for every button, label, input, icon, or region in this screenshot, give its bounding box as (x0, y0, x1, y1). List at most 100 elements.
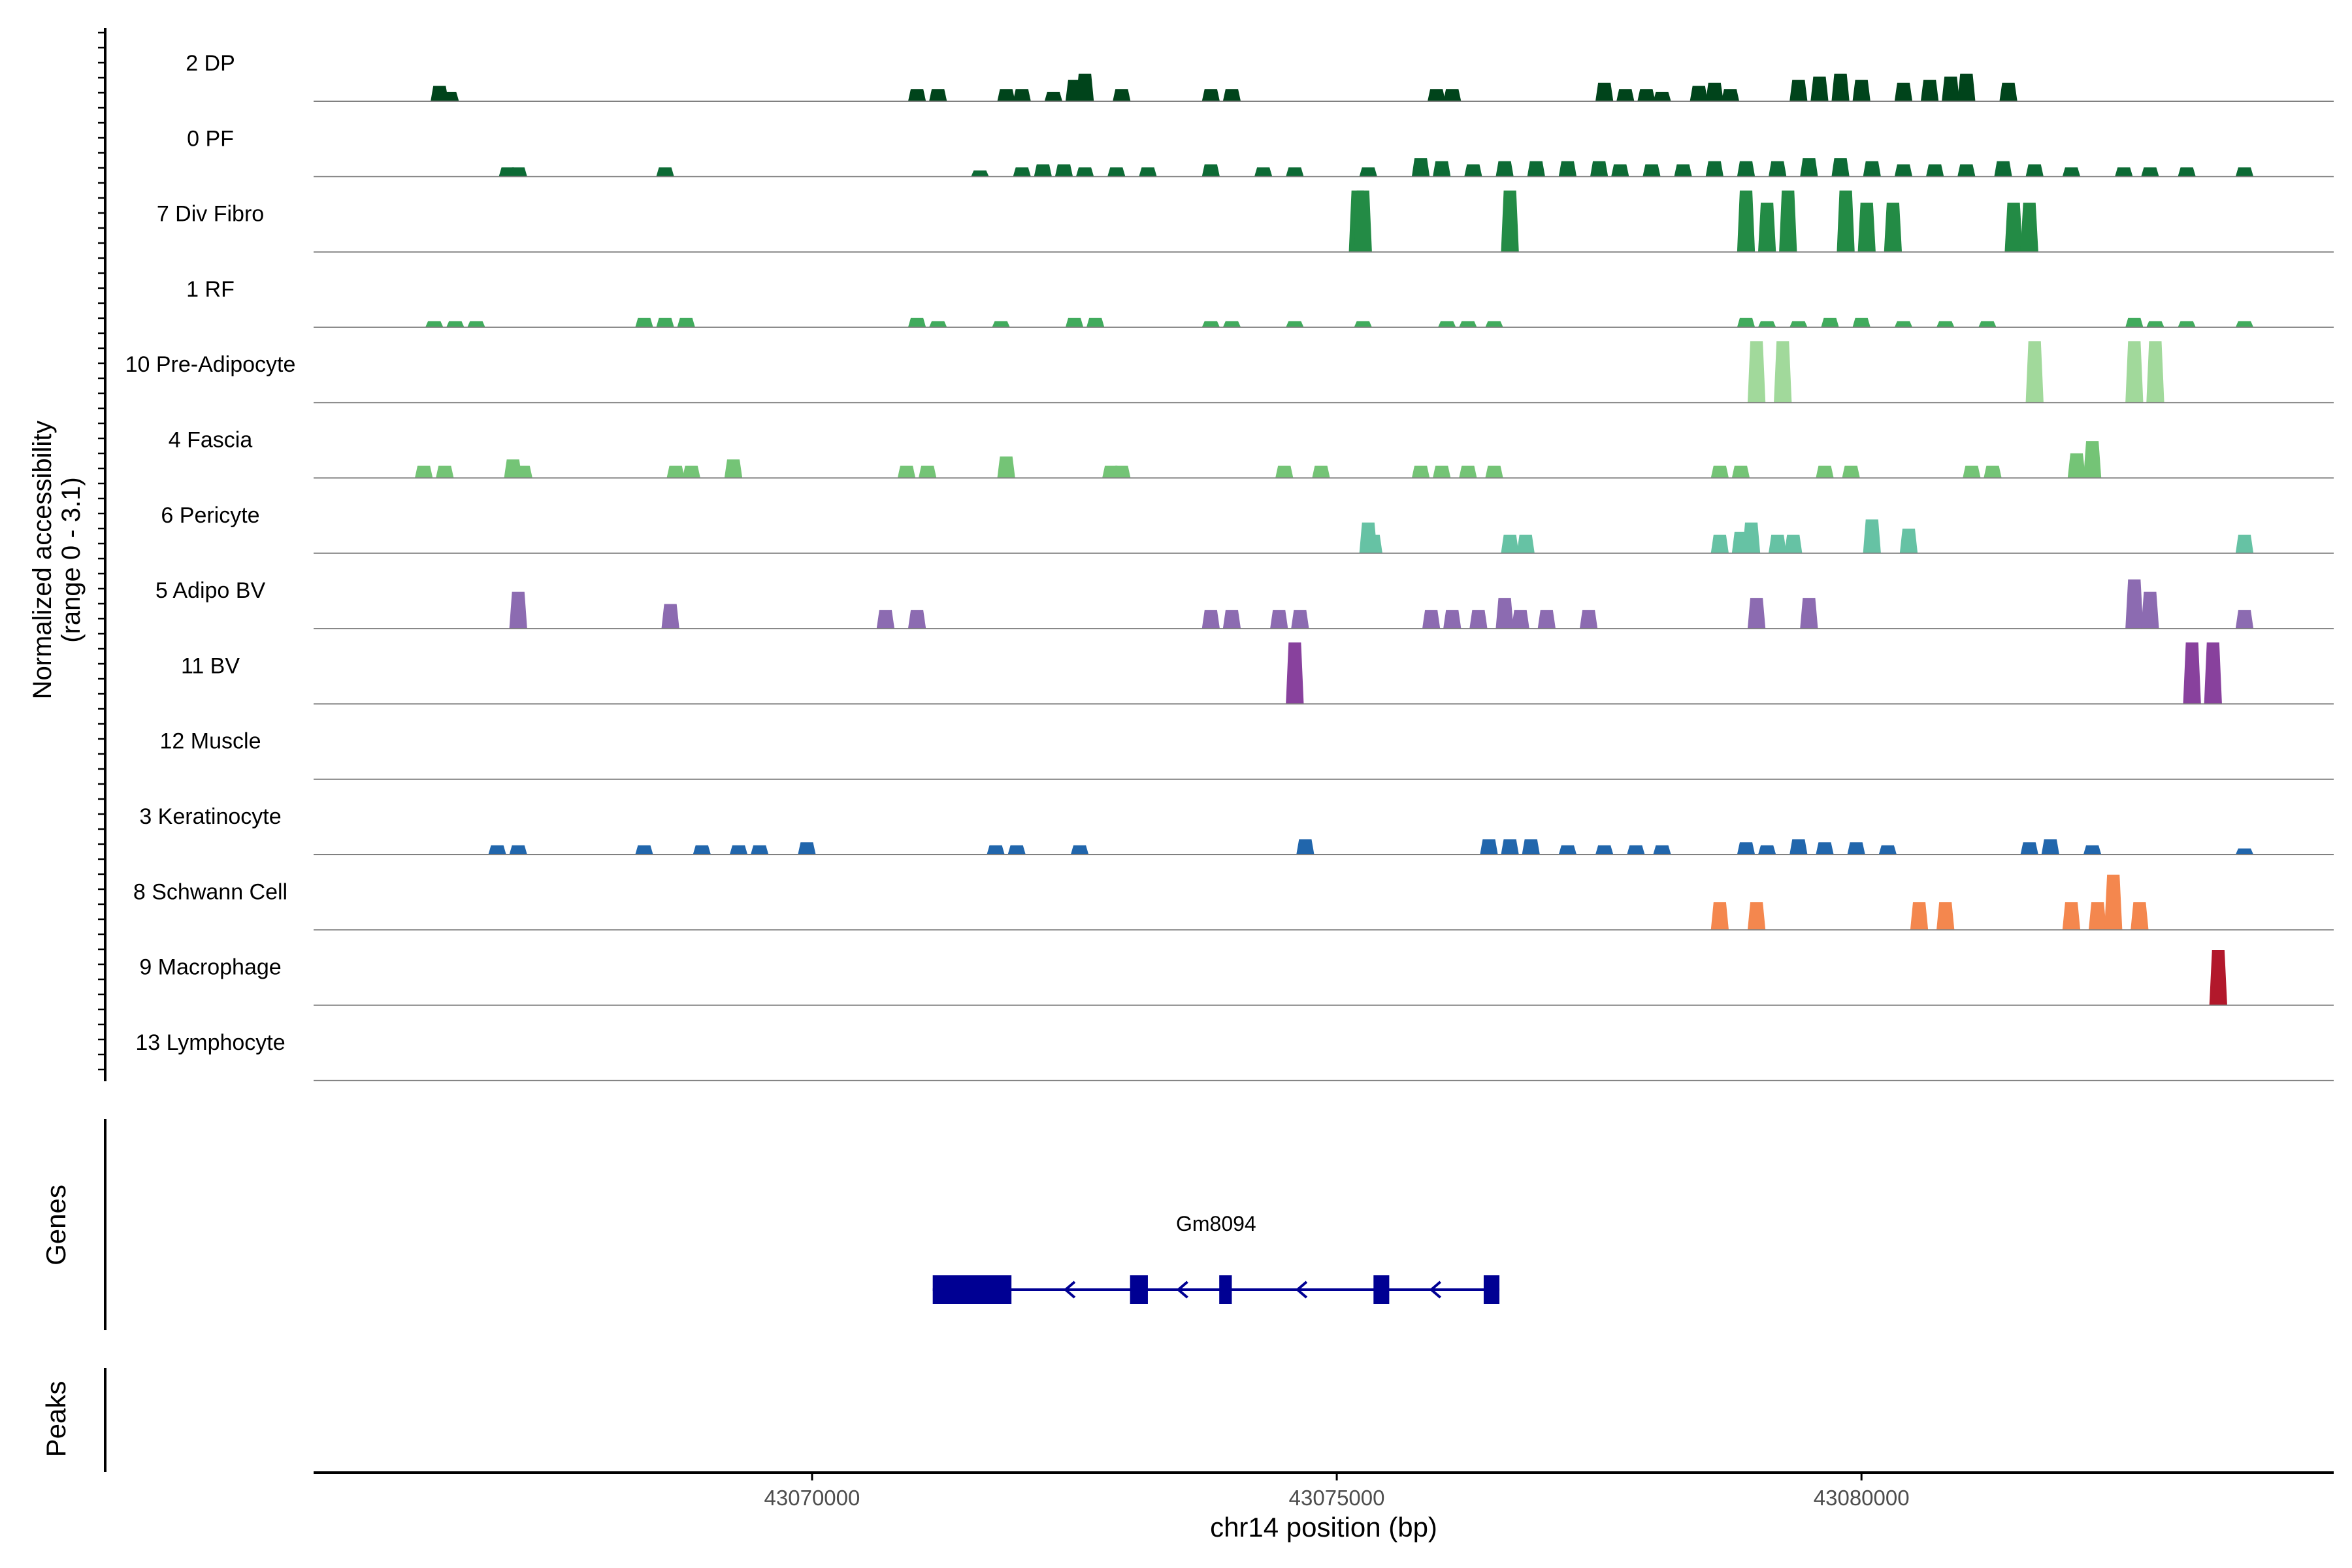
coverage-peak (1769, 161, 1787, 177)
track-label-0-pf: 0 PF (187, 126, 234, 151)
coverage-peak (467, 321, 485, 327)
coverage-peak (1595, 845, 1614, 855)
accessibility-axis-ticks (98, 31, 105, 1071)
track-label-1-rf: 1 RF (186, 277, 235, 302)
coverage-peak (2088, 902, 2107, 930)
coverage-peak (2141, 591, 2159, 629)
coverage-peak (2131, 902, 2149, 930)
coverage-peak (1485, 465, 1503, 478)
coverage-peak (1857, 203, 1876, 252)
track-label-4-fascia: 4 Fascia (169, 428, 253, 453)
coverage-peak (1495, 598, 1514, 629)
gene-name-label: Gm8094 (1176, 1212, 1256, 1235)
coverage-peak (1747, 902, 1766, 930)
coverage-peak (1075, 73, 1094, 101)
coverage-peak (2235, 848, 2254, 855)
coverage-peak (1925, 164, 1944, 177)
coverage-peak (1291, 610, 1309, 629)
coverage-peak (1994, 161, 2012, 177)
coverage-peak (1653, 845, 1671, 855)
coverage-peak (1433, 161, 1451, 177)
coverage-peak (2020, 842, 2038, 855)
coverage-peak (1784, 534, 1803, 553)
coverage-peak (992, 321, 1010, 327)
coverage-peak (1201, 89, 1220, 101)
coverage-peak (1963, 465, 1981, 478)
coverage-peak (2178, 167, 2196, 177)
coverage-peak (1522, 839, 1540, 855)
coverage-peak (509, 591, 527, 629)
coverage-peak (1637, 89, 1656, 101)
coverage-peak (1816, 465, 1834, 478)
x-axis-ticks: 43070000 43075000 43080000 (764, 1473, 1910, 1510)
coverage-peak (1894, 321, 1913, 327)
coverage-peak (1590, 161, 1609, 177)
coverage-peak (907, 610, 926, 629)
track-label-5-adipo-bv: 5 Adipo BV (155, 578, 266, 603)
coverage-peak (1201, 321, 1220, 327)
strand-arrow (1429, 1281, 1441, 1299)
coverage-peak (2025, 164, 2044, 177)
coverage-peak (1558, 845, 1577, 855)
track-label-9-macrophage: 9 Macrophage (139, 955, 281, 980)
coverage-peak (1007, 845, 1026, 855)
coverage-peak (1894, 82, 1913, 101)
coverage-peak (693, 845, 711, 855)
coverage-peak (907, 89, 926, 101)
track-label-12-muscle: 12 Muscle (160, 729, 261, 754)
coverage-peak (682, 465, 700, 478)
coverage-peak (1821, 318, 1839, 327)
coverage-peak (1627, 845, 1645, 855)
coverage-peak (1595, 82, 1614, 101)
coverage-peak (1831, 158, 1850, 177)
coverage-peak (2209, 950, 2227, 1005)
coverage-peak (1852, 318, 1870, 327)
track-6-pericyte: 6 Pericyte (161, 503, 2334, 554)
coverage-peak (1222, 89, 1241, 101)
strand-arrow (1063, 1281, 1076, 1299)
coverage-peak (666, 465, 685, 478)
coverage-peak (1705, 82, 1723, 101)
coverage-peak (2083, 845, 2102, 855)
coverage-peak (1894, 164, 1913, 177)
exon-2 (1130, 1275, 1148, 1304)
coverage-peak (1275, 465, 1294, 478)
track-label-13-lymphocyte: 13 Lymphocyte (135, 1030, 285, 1055)
track-label-11-bv: 11 BV (181, 653, 240, 678)
coverage-peak (1936, 902, 1955, 930)
track-8-schwann-cell: 8 Schwann Cell (133, 874, 2334, 931)
coverage-peak (2041, 839, 2059, 855)
coverage-peak (1516, 534, 1535, 553)
coverage-peak (1674, 164, 1692, 177)
coverage-peak (2067, 453, 2086, 478)
coverage-peak (1920, 80, 1939, 101)
coverage-peak (1254, 167, 1273, 177)
coverage-peak (1070, 845, 1089, 855)
coverage-peak (1816, 842, 1834, 855)
x-tick-label: 43080000 (1814, 1486, 1910, 1510)
y-axis-label: Normalized accessibility (range 0 - 3.1) (28, 421, 86, 700)
coverage-peak (1800, 598, 1818, 629)
coverage-peak (441, 91, 459, 101)
coverage-peak (918, 465, 937, 478)
coverage-peak (2178, 321, 2196, 327)
coverage-peak (1769, 534, 1787, 553)
coverage-peak (1757, 845, 1776, 855)
track-12-muscle: 12 Muscle (160, 729, 2334, 780)
coverage-peak (1737, 161, 1756, 177)
coverage-peak (1459, 465, 1477, 478)
coverage-peak (1501, 534, 1519, 553)
strand-arrow (1176, 1281, 1188, 1299)
coverage-peak (1747, 598, 1766, 629)
track-9-macrophage: 9 Macrophage (139, 950, 2334, 1006)
track-label-8-schwann-cell: 8 Schwann Cell (133, 879, 287, 904)
coverage-peak (1469, 610, 1488, 629)
coverage-peak (1737, 318, 1756, 327)
coverage-peak (1831, 73, 1850, 101)
track-5-adipo-bv: 5 Adipo BV (155, 578, 2334, 630)
coverage-peak (514, 465, 532, 478)
coverage-tracks: 2 DP 0 PF 7 Div Fibro 1 RF 10 Pre-Adipocyte 4… (125, 51, 2334, 1081)
coverage-peak (1558, 161, 1577, 177)
coverage-peak (1054, 164, 1073, 177)
